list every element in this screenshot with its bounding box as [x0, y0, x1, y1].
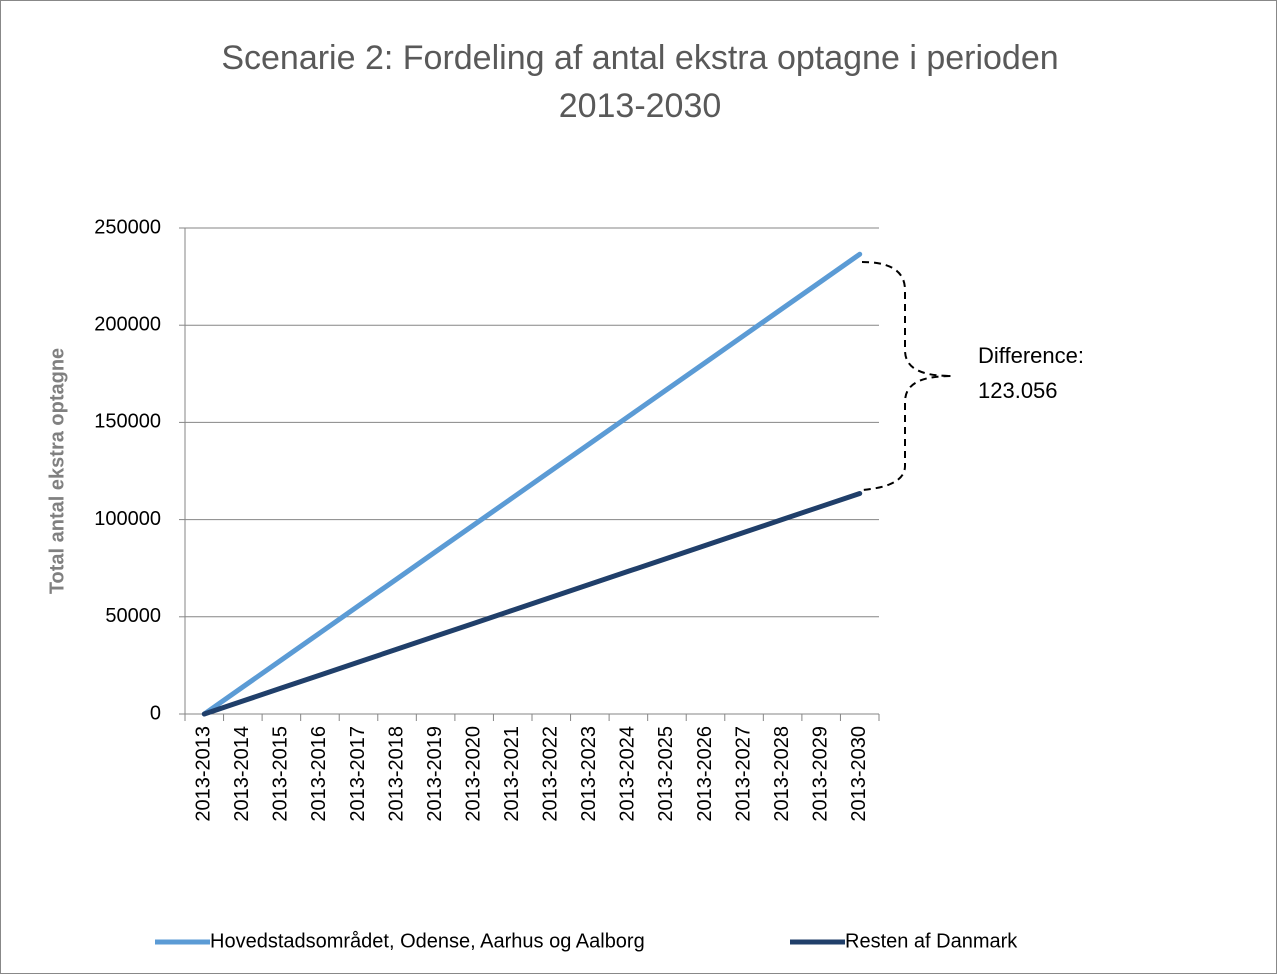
x-tick-label: 2013-2027 — [732, 726, 754, 822]
x-tick-label: 2013-2021 — [501, 726, 523, 822]
y-axis-label: Total antal ekstra optagne — [46, 348, 68, 594]
difference-brace — [861, 261, 953, 491]
x-tick-label: 2013-2018 — [385, 726, 407, 822]
y-tick-label: 50000 — [105, 605, 161, 627]
chart-title: 2013-2030 — [559, 87, 722, 125]
x-tick-label: 2013-2025 — [655, 726, 677, 822]
y-tick-label: 0 — [150, 702, 161, 724]
legend-label: Resten af Danmark — [845, 930, 1018, 952]
x-tick-label: 2013-2016 — [308, 726, 330, 822]
x-tick-label: 2013-2029 — [809, 726, 831, 822]
x-tick-label: 2013-2024 — [617, 726, 639, 822]
x-tick-label: 2013-2026 — [694, 726, 716, 822]
y-tick-label: 200000 — [94, 313, 161, 335]
x-tick-label: 2013-2019 — [424, 726, 446, 822]
chart-title: Scenarie 2: Fordeling af antal ekstra op… — [221, 39, 1058, 77]
series-line — [201, 490, 863, 717]
x-tick-label: 2013-2023 — [578, 726, 600, 822]
legend-label: Hovedstadsområdet, Odense, Aarhus og Aal… — [210, 930, 645, 952]
x-tick-label: 2013-2017 — [347, 726, 369, 822]
x-tick-label: 2013-2020 — [462, 726, 484, 822]
annotation: Difference: — [978, 343, 1084, 368]
annotation: 123.056 — [978, 378, 1058, 403]
x-tick-label: 2013-2015 — [270, 726, 292, 822]
y-tick-label: 250000 — [94, 216, 161, 238]
x-tick-label: 2013-2014 — [231, 726, 253, 822]
x-tick-label: 2013-2030 — [848, 726, 870, 822]
y-tick-label: 150000 — [94, 411, 161, 433]
x-tick-label: 2013-2013 — [193, 726, 215, 822]
y-tick-label: 100000 — [94, 508, 161, 530]
series-line — [201, 251, 863, 717]
x-tick-label: 2013-2022 — [540, 726, 562, 822]
x-tick-label: 2013-2028 — [771, 726, 793, 822]
